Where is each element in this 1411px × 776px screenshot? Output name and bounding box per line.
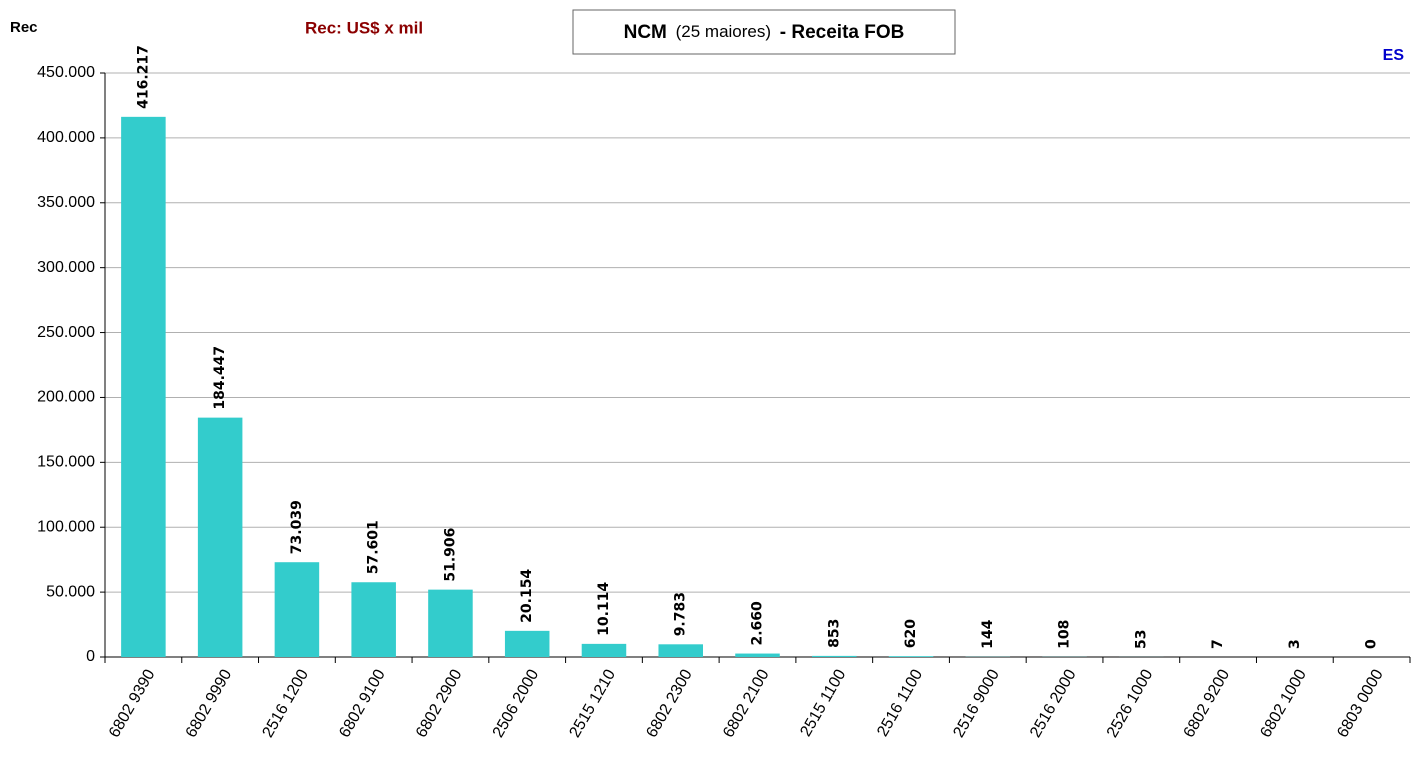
value-label: 57.601	[366, 520, 382, 574]
value-label: 416.217	[135, 45, 151, 109]
x-tick-label: 6802 9990	[183, 667, 236, 741]
value-label: 0	[1364, 639, 1380, 649]
bar	[735, 653, 780, 657]
y-tick-label: 400.000	[37, 129, 95, 146]
x-tick-label: 6802 2300	[643, 667, 696, 741]
value-label: 2.660	[750, 601, 766, 646]
y-tick-label: 450.000	[37, 64, 95, 81]
x-tick-label: 6803 0000	[1334, 667, 1387, 741]
bar	[888, 656, 934, 657]
x-tick-label: 2516 2000	[1027, 667, 1080, 741]
x-tick-label: 2516 1100	[874, 667, 926, 740]
chart-title: NCM (25 maiores) - Receita FOB	[624, 22, 905, 43]
bar	[428, 589, 473, 657]
value-label: 620	[903, 619, 919, 648]
value-label: 184.447	[212, 346, 228, 410]
y-tick-label: 300.000	[37, 259, 95, 276]
value-label: 3	[1287, 639, 1303, 649]
x-tick-label: 6802 2100	[720, 667, 773, 741]
y-tick-label: 150.000	[37, 454, 95, 471]
annotation: ES	[1383, 47, 1405, 64]
x-tick-label: 2506 2000	[490, 667, 543, 741]
y-tick-label: 50.000	[46, 583, 95, 600]
value-label: 9.783	[673, 592, 689, 636]
y-tick-label: 350.000	[37, 194, 95, 211]
bar	[197, 417, 243, 657]
x-tick-label: 6802 9100	[336, 667, 389, 741]
value-label: 108	[1057, 620, 1073, 649]
bar	[504, 630, 550, 657]
bar	[812, 655, 857, 657]
y-tick-label: 100.000	[37, 518, 95, 535]
value-label: 51.906	[442, 528, 458, 582]
x-tick-label: 2516 9000	[950, 667, 1003, 741]
bar	[658, 644, 703, 657]
value-label: 10.114	[596, 582, 612, 636]
value-label: 73.039	[289, 500, 305, 554]
value-label: 853	[826, 619, 842, 648]
value-label: 53	[1133, 629, 1149, 648]
x-tick-label: 6802 1000	[1257, 667, 1310, 741]
title-box	[572, 9, 956, 55]
x-tick-label: 2526 1000	[1104, 667, 1157, 741]
value-label: 20.154	[519, 569, 535, 623]
title-main: NCM	[624, 22, 667, 43]
y-tick-label: 200.000	[37, 389, 95, 406]
bar	[274, 562, 320, 657]
y-axis-label: Rec	[10, 19, 38, 36]
bar	[581, 643, 627, 657]
x-tick-label: 2516 1200	[259, 667, 312, 741]
subtitle: Rec: US$ x mil	[305, 18, 423, 37]
y-tick-label: 0	[86, 648, 95, 665]
x-tick-label: 6802 9390	[106, 667, 159, 741]
bar	[121, 116, 166, 657]
bar	[351, 582, 396, 657]
value-label: 7	[1210, 639, 1226, 649]
y-tick-label: 250.000	[37, 324, 95, 341]
x-tick-label: 2515 1100	[797, 667, 849, 740]
x-tick-label: 6802 2900	[413, 667, 466, 741]
title-suffix: - Receita FOB	[780, 22, 905, 43]
x-tick-label: 2515 1210	[567, 667, 620, 741]
title-note: (25 maiores)	[676, 22, 771, 41]
value-label: 144	[980, 619, 996, 648]
x-tick-label: 6802 9200	[1181, 667, 1234, 741]
